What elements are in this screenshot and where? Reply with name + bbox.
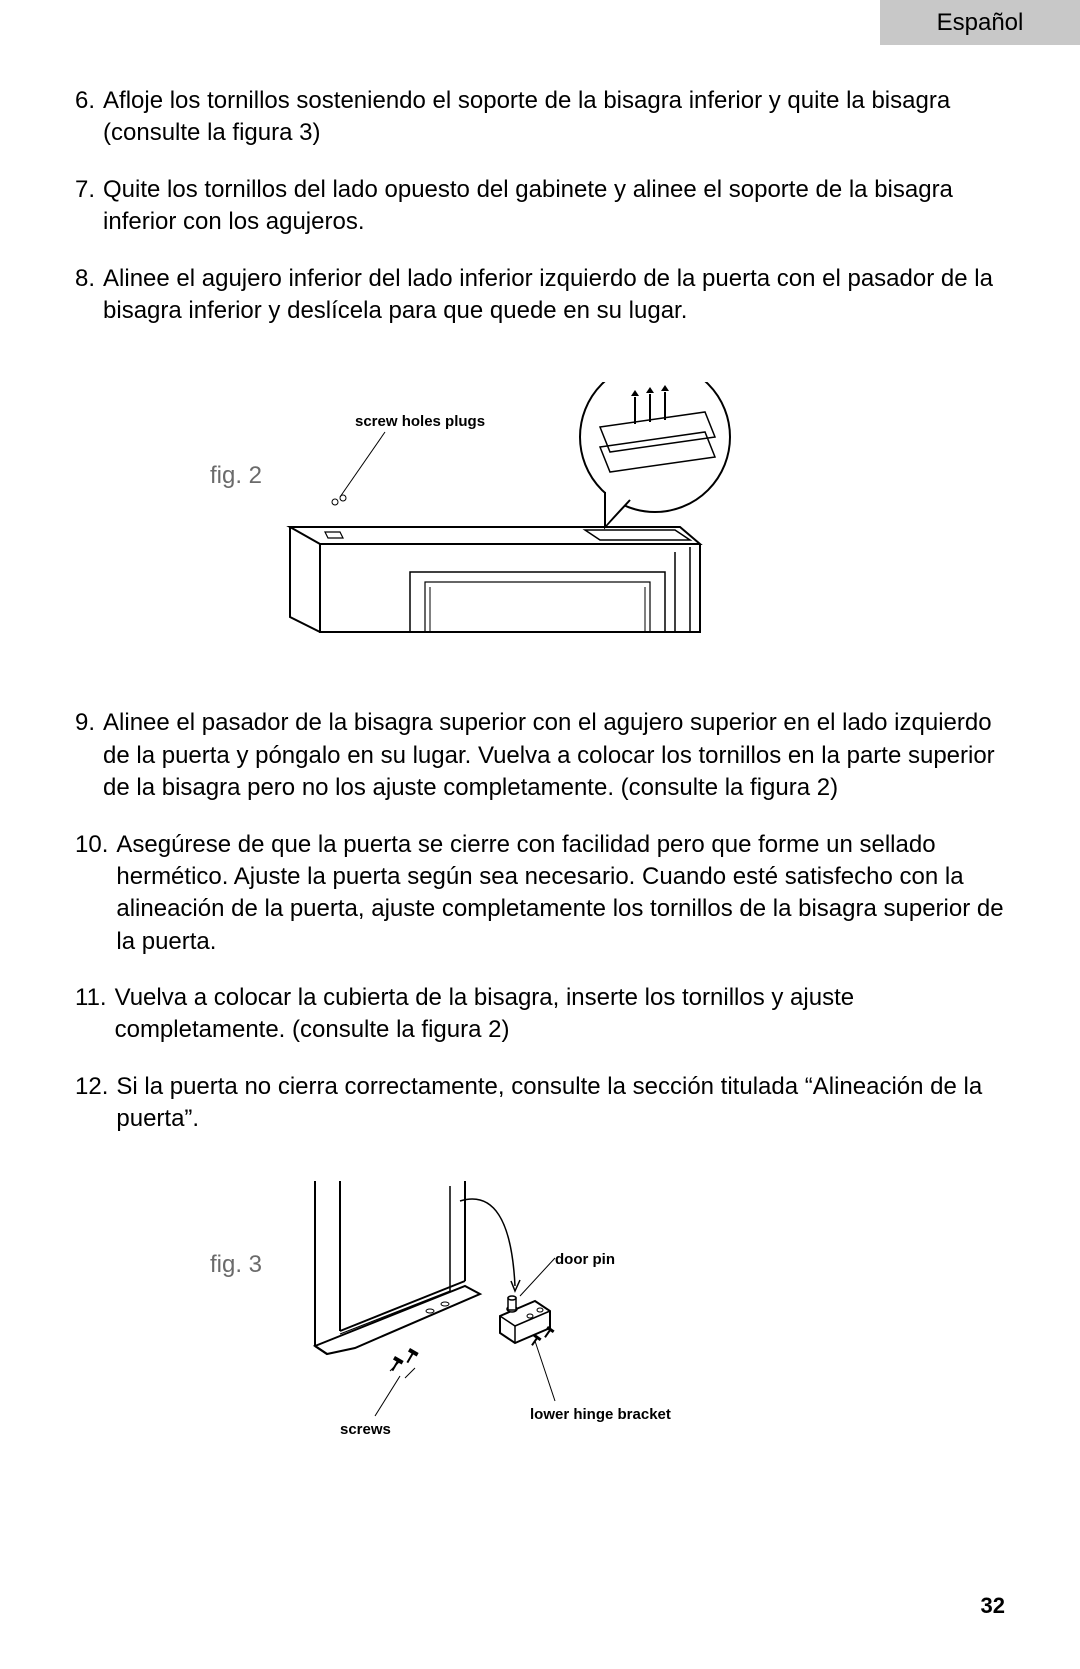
instruction-number: 11. <box>75 982 107 1047</box>
instruction-text: Quite los tornillos del lado opuesto del… <box>103 174 1005 239</box>
instruction-number: 9. <box>75 707 95 804</box>
instruction-number: 10. <box>75 829 108 959</box>
instruction-text: Vuelva a colocar la cubierta de la bisag… <box>115 982 1005 1047</box>
instruction-text: Si la puerta no cierra correctamente, co… <box>116 1071 1005 1136</box>
figure-2: fig. 2 screw holes plugs <box>75 367 1005 667</box>
instruction-item: 7. Quite los tornillos del lado opuesto … <box>75 174 1005 239</box>
figure-3-label: fig. 3 <box>210 1251 262 1279</box>
page-content: 6. Afloje los tornillos sosteniendo el s… <box>75 85 1005 1526</box>
instruction-text: Alinee el pasador de la bisagra superior… <box>103 707 1005 804</box>
instruction-number: 8. <box>75 263 95 328</box>
language-label: Español <box>937 9 1024 37</box>
instruction-item: 6. Afloje los tornillos sosteniendo el s… <box>75 85 1005 150</box>
figure-2-diagram <box>235 382 845 652</box>
language-tab: Español <box>880 0 1080 45</box>
instruction-number: 6. <box>75 85 95 150</box>
instruction-number: 7. <box>75 174 95 239</box>
instruction-item: 11. Vuelva a colocar la cubierta de la b… <box>75 982 1005 1047</box>
instruction-number: 12. <box>75 1071 108 1136</box>
instruction-item: 10. Asegúrese de que la puerta se cierre… <box>75 829 1005 959</box>
instruction-item: 8. Alinee el agujero inferior del lado i… <box>75 263 1005 328</box>
page-number: 32 <box>981 1593 1005 1619</box>
figure-3-diagram <box>265 1176 765 1486</box>
figure-3: fig. 3 door pin lower hinge bracket scre… <box>75 1176 1005 1486</box>
instruction-text: Asegúrese de que la puerta se cierre con… <box>116 829 1005 959</box>
instruction-text: Afloje los tornillos sosteniendo el sopo… <box>103 85 1005 150</box>
instruction-item: 12. Si la puerta no cierra correctamente… <box>75 1071 1005 1136</box>
instruction-item: 9. Alinee el pasador de la bisagra super… <box>75 707 1005 804</box>
instruction-text: Alinee el agujero inferior del lado infe… <box>103 263 1005 328</box>
